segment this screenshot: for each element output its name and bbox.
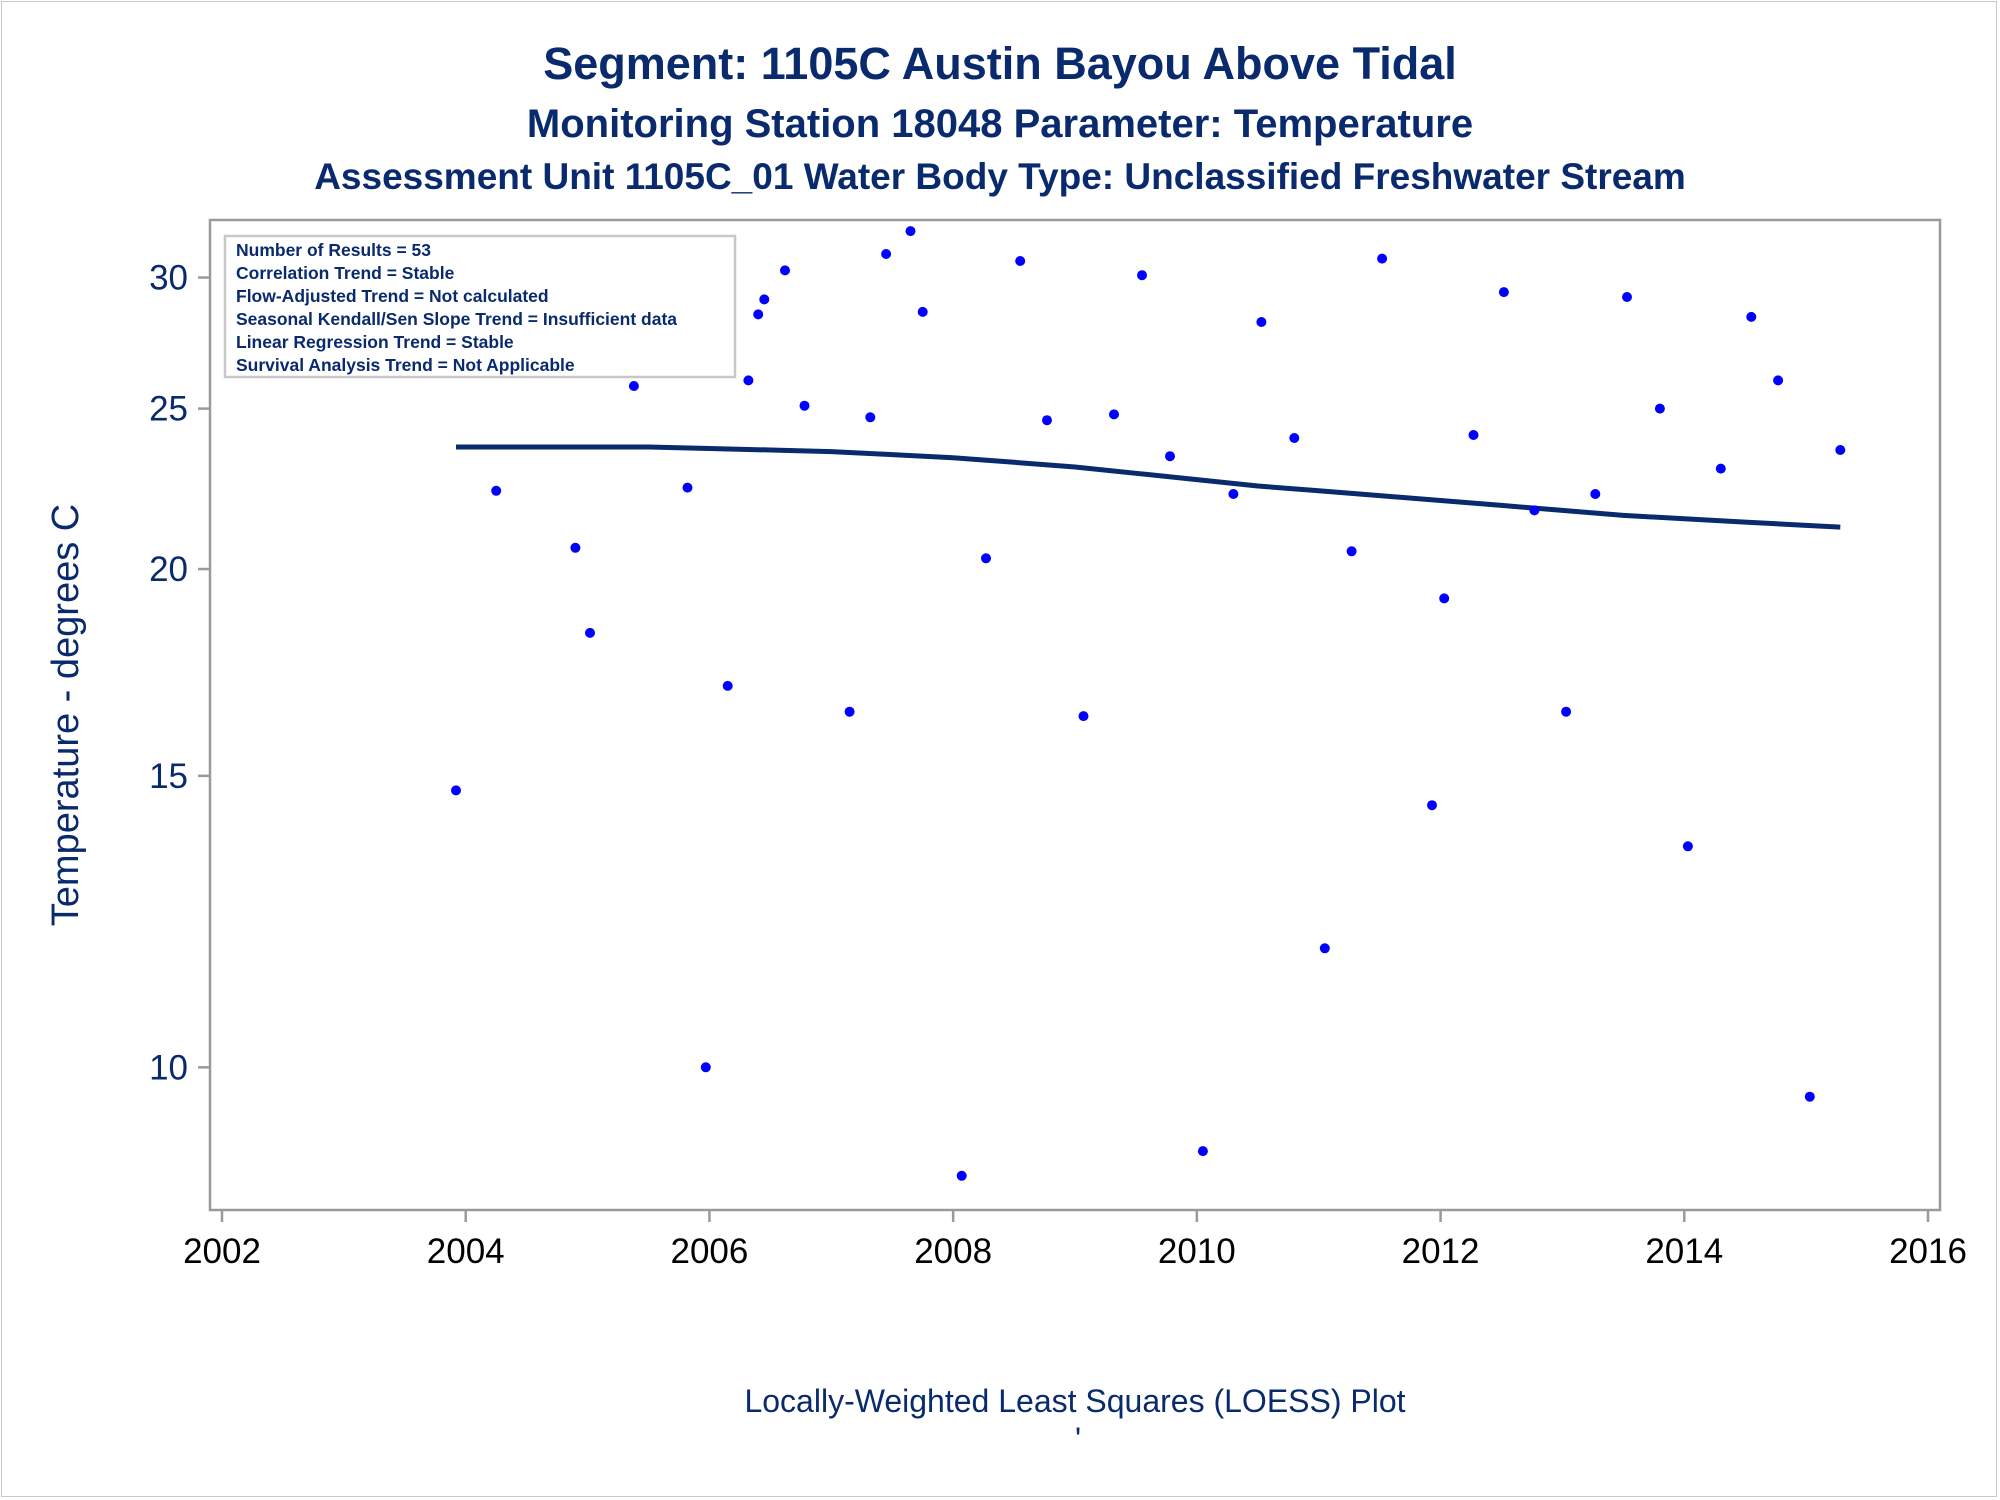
data-point	[1590, 489, 1601, 499]
data-point	[1468, 430, 1479, 440]
data-point	[917, 306, 928, 317]
data-point	[1622, 292, 1632, 302]
stats-line-flow-adjusted: Flow-Adjusted Trend = Not calculated	[236, 286, 549, 306]
x-tick-label: 2014	[1645, 1232, 1723, 1271]
data-point	[1439, 593, 1450, 604]
data-point	[1289, 433, 1300, 443]
x-tick-label: 2002	[183, 1232, 261, 1271]
data-point	[1109, 409, 1119, 420]
data-point	[1746, 311, 1757, 322]
data-point	[1015, 256, 1026, 266]
y-tick-label: 15	[149, 757, 188, 796]
data-point	[491, 485, 502, 496]
data-point	[585, 627, 595, 638]
data-point	[570, 542, 581, 553]
data-point	[451, 785, 461, 796]
data-point	[780, 265, 790, 276]
stats-line-results: Number of Results = 53	[236, 240, 431, 260]
data-point	[956, 1170, 967, 1181]
data-point	[1715, 463, 1726, 474]
x-tick-label: 2008	[914, 1232, 992, 1271]
x-tick-label: 2006	[670, 1232, 748, 1271]
data-point	[1529, 505, 1540, 516]
footnote-mark: '	[1075, 1421, 1081, 1457]
data-point	[865, 412, 876, 423]
loess-trend-line	[456, 444, 1841, 530]
data-point	[682, 482, 693, 493]
data-point	[881, 249, 892, 259]
x-tick-label: 2004	[427, 1232, 505, 1271]
data-point	[700, 1062, 711, 1073]
data-point	[1377, 253, 1388, 264]
data-point	[722, 680, 733, 691]
x-tick-label: 2010	[1158, 1232, 1236, 1271]
data-point	[1561, 706, 1572, 717]
y-axis: 10 15 20 25 30	[149, 259, 210, 1087]
stats-line-seasonal-kendall: Seasonal Kendall/Sen Slope Trend = Insuf…	[236, 309, 677, 329]
y-axis-label: Temperature - degrees C	[45, 504, 87, 926]
data-point	[1682, 841, 1693, 852]
data-point	[1346, 546, 1357, 557]
chart-title: Segment: 1105C Austin Bayou Above Tidal	[543, 38, 1457, 89]
data-point	[1165, 451, 1175, 462]
data-point	[1042, 415, 1052, 426]
data-point	[1137, 270, 1147, 281]
chart-subtitle: Monitoring Station 18048 Parameter: Temp…	[526, 102, 1474, 146]
data-point	[753, 309, 764, 320]
x-tick-label: 2016	[1889, 1232, 1967, 1271]
data-point	[1498, 287, 1509, 298]
data-point	[799, 400, 810, 411]
stats-legend-box: Number of Results = 53 Correlation Trend…	[223, 234, 737, 379]
data-point	[1804, 1091, 1815, 1102]
data-point	[628, 381, 639, 391]
data-point	[759, 294, 770, 305]
data-point	[1427, 800, 1437, 811]
stats-line-survival: Survival Analysis Trend = Not Applicable	[236, 355, 575, 375]
footnote: Locally-Weighted Least Squares (LOESS) P…	[744, 1383, 1405, 1419]
stats-box-border	[223, 234, 737, 379]
stats-line-correlation: Correlation Trend = Stable	[236, 263, 455, 283]
y-tick-label: 10	[149, 1048, 188, 1087]
data-point	[1835, 445, 1846, 455]
y-tick-label: 25	[149, 390, 188, 429]
y-tick-label: 30	[149, 259, 188, 298]
x-tick-label: 2012	[1402, 1232, 1480, 1271]
data-point	[1228, 489, 1239, 499]
data-point	[1773, 375, 1784, 386]
data-point	[1654, 403, 1665, 414]
data-point	[1197, 1146, 1208, 1157]
stats-line-linear-regression: Linear Regression Trend = Stable	[236, 332, 514, 352]
data-point	[844, 706, 855, 717]
x-axis: 2002 2004 2006 2008 2010 2012 2014 2016	[183, 1210, 1967, 1271]
data-point	[905, 226, 916, 237]
data-point	[1319, 943, 1330, 954]
plot-area-frame	[208, 218, 1942, 1212]
data-point	[1078, 711, 1089, 722]
data-point	[1256, 317, 1267, 327]
y-tick-label: 20	[149, 550, 188, 589]
chart-subtitle-2: Assessment Unit 1105C_01 Water Body Type…	[314, 156, 1686, 197]
data-point	[743, 375, 754, 386]
data-point	[981, 553, 991, 564]
